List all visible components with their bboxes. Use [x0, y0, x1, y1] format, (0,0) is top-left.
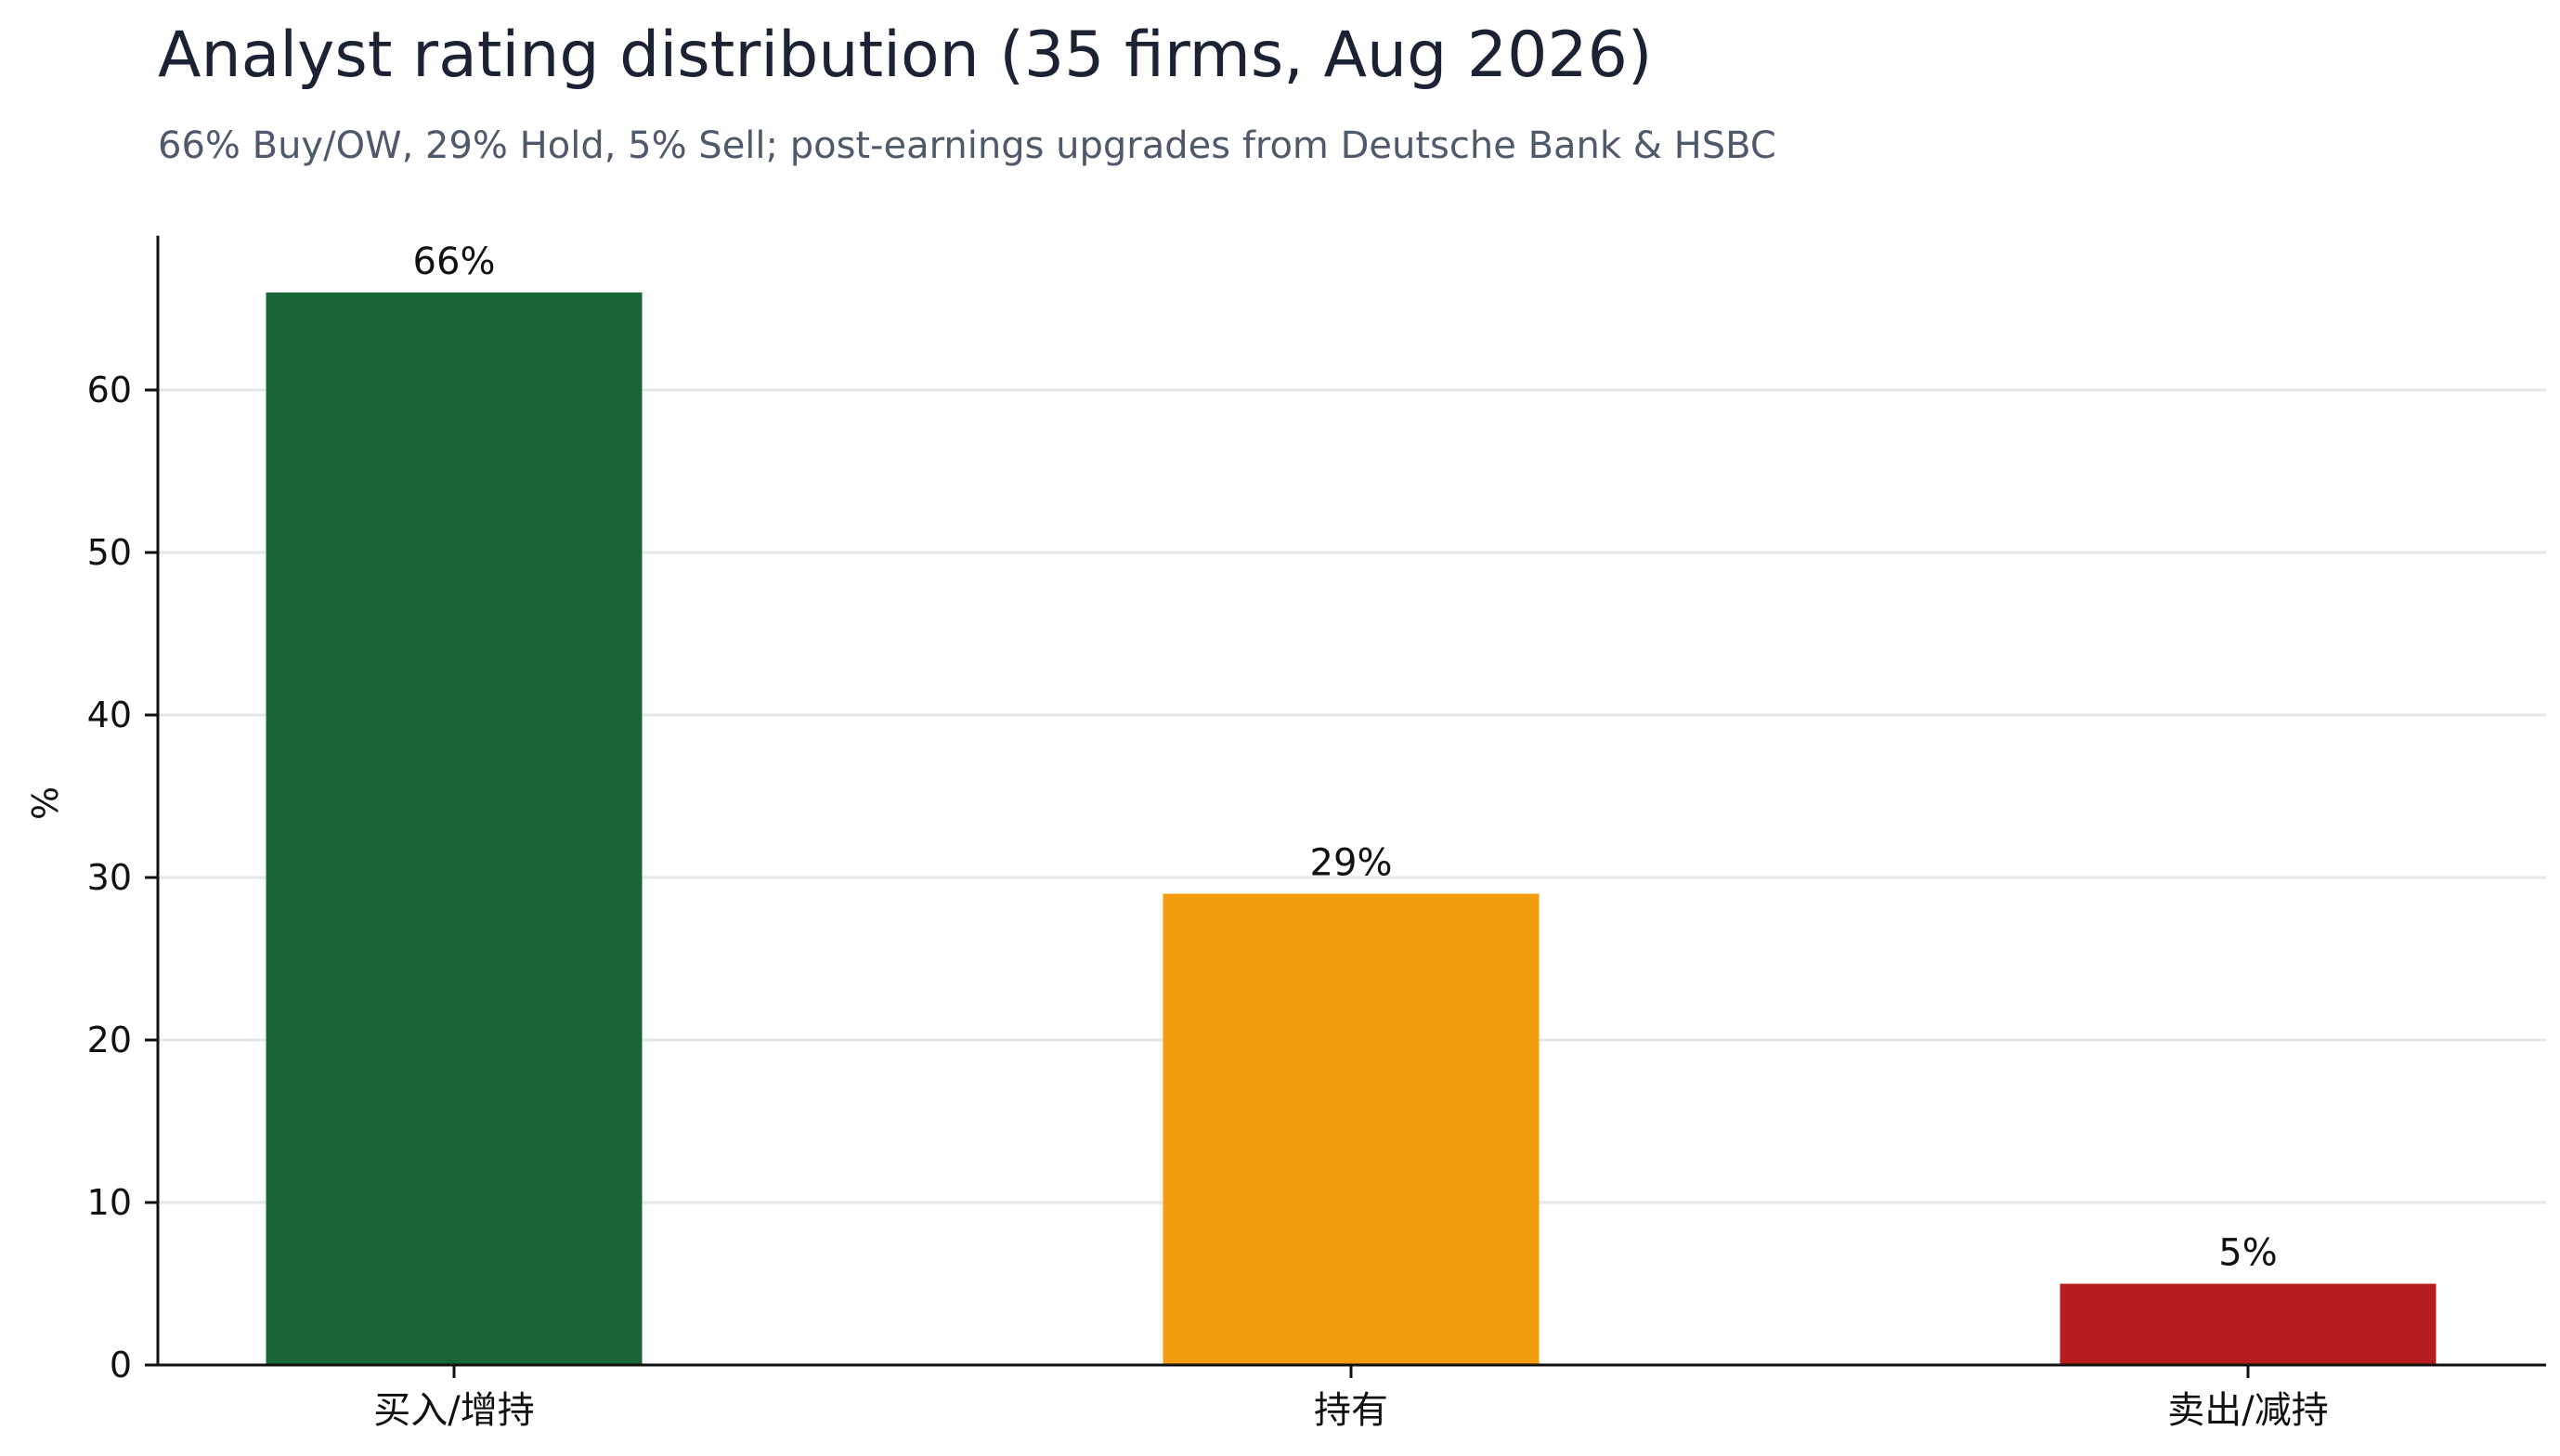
- y-tick-label-30: 30: [87, 857, 132, 898]
- data-label-2: 29%: [1310, 842, 1393, 885]
- data-label-1: 66%: [413, 240, 496, 283]
- y-tick-label-10: 10: [87, 1182, 132, 1223]
- bar-1: [266, 292, 643, 1365]
- x-tick-label-3: 卖出/减持: [2167, 1389, 2328, 1432]
- bar-2: [1163, 893, 1540, 1365]
- axes: [145, 235, 2546, 1378]
- x-tick-label-2: 持有: [1314, 1389, 1388, 1432]
- bars: [266, 292, 2437, 1365]
- chart-title: Analyst rating distribution (35 firms, A…: [158, 19, 1652, 92]
- y-tick-label-50: 50: [87, 532, 132, 573]
- y-tick-label-60: 60: [87, 370, 132, 410]
- data-label-3: 5%: [2218, 1232, 2277, 1275]
- bar-3: [2060, 1283, 2437, 1365]
- y-tick-label-40: 40: [87, 695, 132, 735]
- labels: 66% 29% 5% 0 10 20 30 40 50 60 买入/增持 持有 卖出/减持: [87, 240, 2329, 1432]
- y-tick-label-20: 20: [87, 1020, 132, 1060]
- chart-subtitle: 66% Buy/OW, 29% Hold, 5% Sell; post-earn…: [158, 124, 1776, 167]
- y-tick-label-0: 0: [110, 1345, 132, 1385]
- x-tick-label-1: 买入/增持: [373, 1389, 534, 1432]
- y-axis-title: %: [25, 786, 66, 820]
